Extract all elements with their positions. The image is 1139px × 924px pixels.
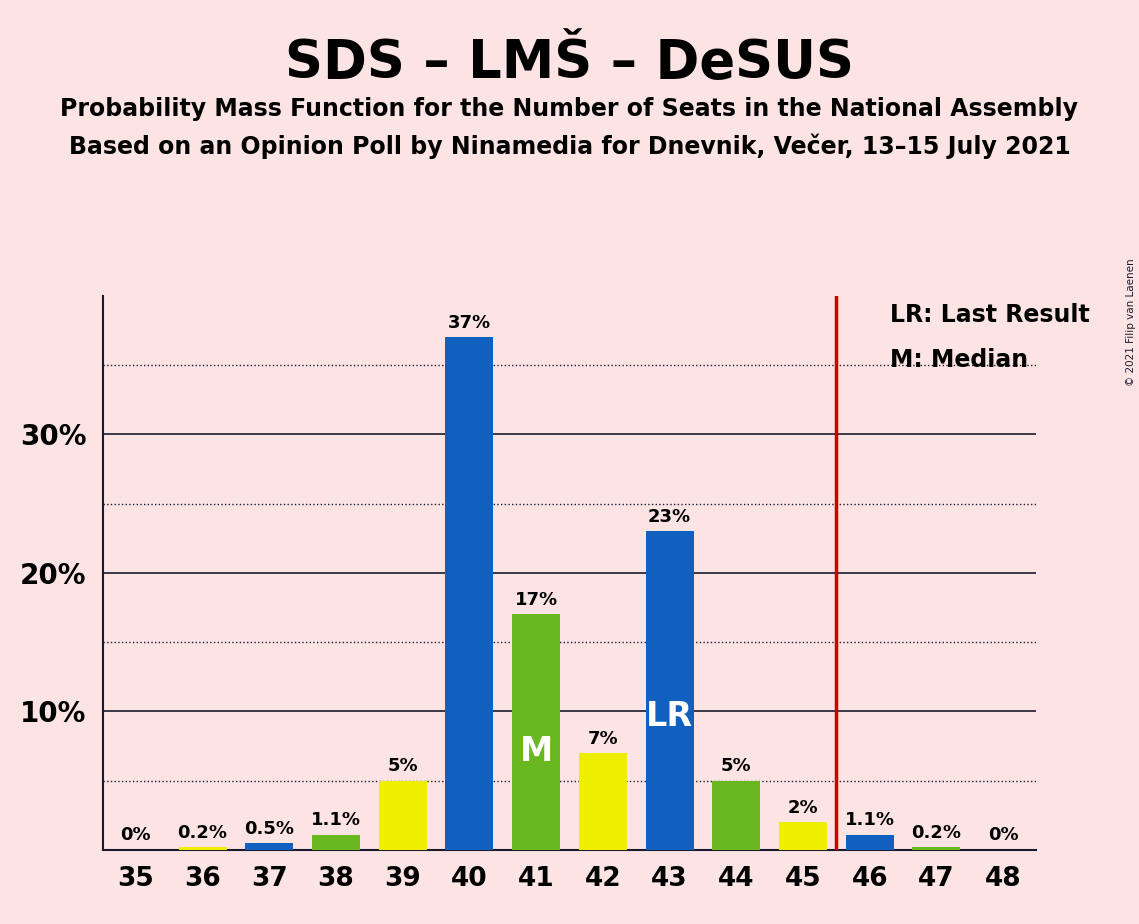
Text: LR: LR bbox=[646, 699, 694, 733]
Text: 17%: 17% bbox=[515, 591, 558, 609]
Bar bbox=[912, 847, 960, 850]
Bar bbox=[179, 847, 227, 850]
Text: 0%: 0% bbox=[988, 826, 1018, 844]
Text: Based on an Opinion Poll by Ninamedia for Dnevnik, Večer, 13–15 July 2021: Based on an Opinion Poll by Ninamedia fo… bbox=[68, 134, 1071, 160]
Bar bbox=[245, 843, 294, 850]
Text: 0.2%: 0.2% bbox=[911, 824, 961, 842]
Text: 37%: 37% bbox=[448, 314, 491, 332]
Text: 7%: 7% bbox=[588, 730, 618, 748]
Text: 1.1%: 1.1% bbox=[311, 811, 361, 830]
Text: 0.2%: 0.2% bbox=[178, 824, 228, 842]
Bar bbox=[445, 337, 493, 850]
Text: © 2021 Filip van Laenen: © 2021 Filip van Laenen bbox=[1126, 259, 1136, 386]
Text: 0%: 0% bbox=[121, 826, 151, 844]
Bar bbox=[845, 835, 894, 850]
Text: Probability Mass Function for the Number of Seats in the National Assembly: Probability Mass Function for the Number… bbox=[60, 97, 1079, 121]
Text: 23%: 23% bbox=[648, 508, 691, 526]
Text: 0.5%: 0.5% bbox=[244, 820, 294, 837]
Bar bbox=[779, 822, 827, 850]
Bar bbox=[579, 753, 626, 850]
Text: 5%: 5% bbox=[721, 758, 752, 775]
Text: LR: Last Result: LR: Last Result bbox=[890, 303, 1090, 326]
Bar bbox=[646, 531, 694, 850]
Text: 5%: 5% bbox=[387, 758, 418, 775]
Text: SDS – LMŠ – DeSUS: SDS – LMŠ – DeSUS bbox=[285, 37, 854, 89]
Text: 1.1%: 1.1% bbox=[845, 811, 895, 830]
Bar bbox=[712, 781, 761, 850]
Bar bbox=[378, 781, 427, 850]
Text: M: Median: M: Median bbox=[890, 348, 1027, 372]
Text: 2%: 2% bbox=[788, 799, 818, 817]
Bar bbox=[312, 835, 360, 850]
Bar bbox=[513, 614, 560, 850]
Text: M: M bbox=[519, 735, 552, 768]
